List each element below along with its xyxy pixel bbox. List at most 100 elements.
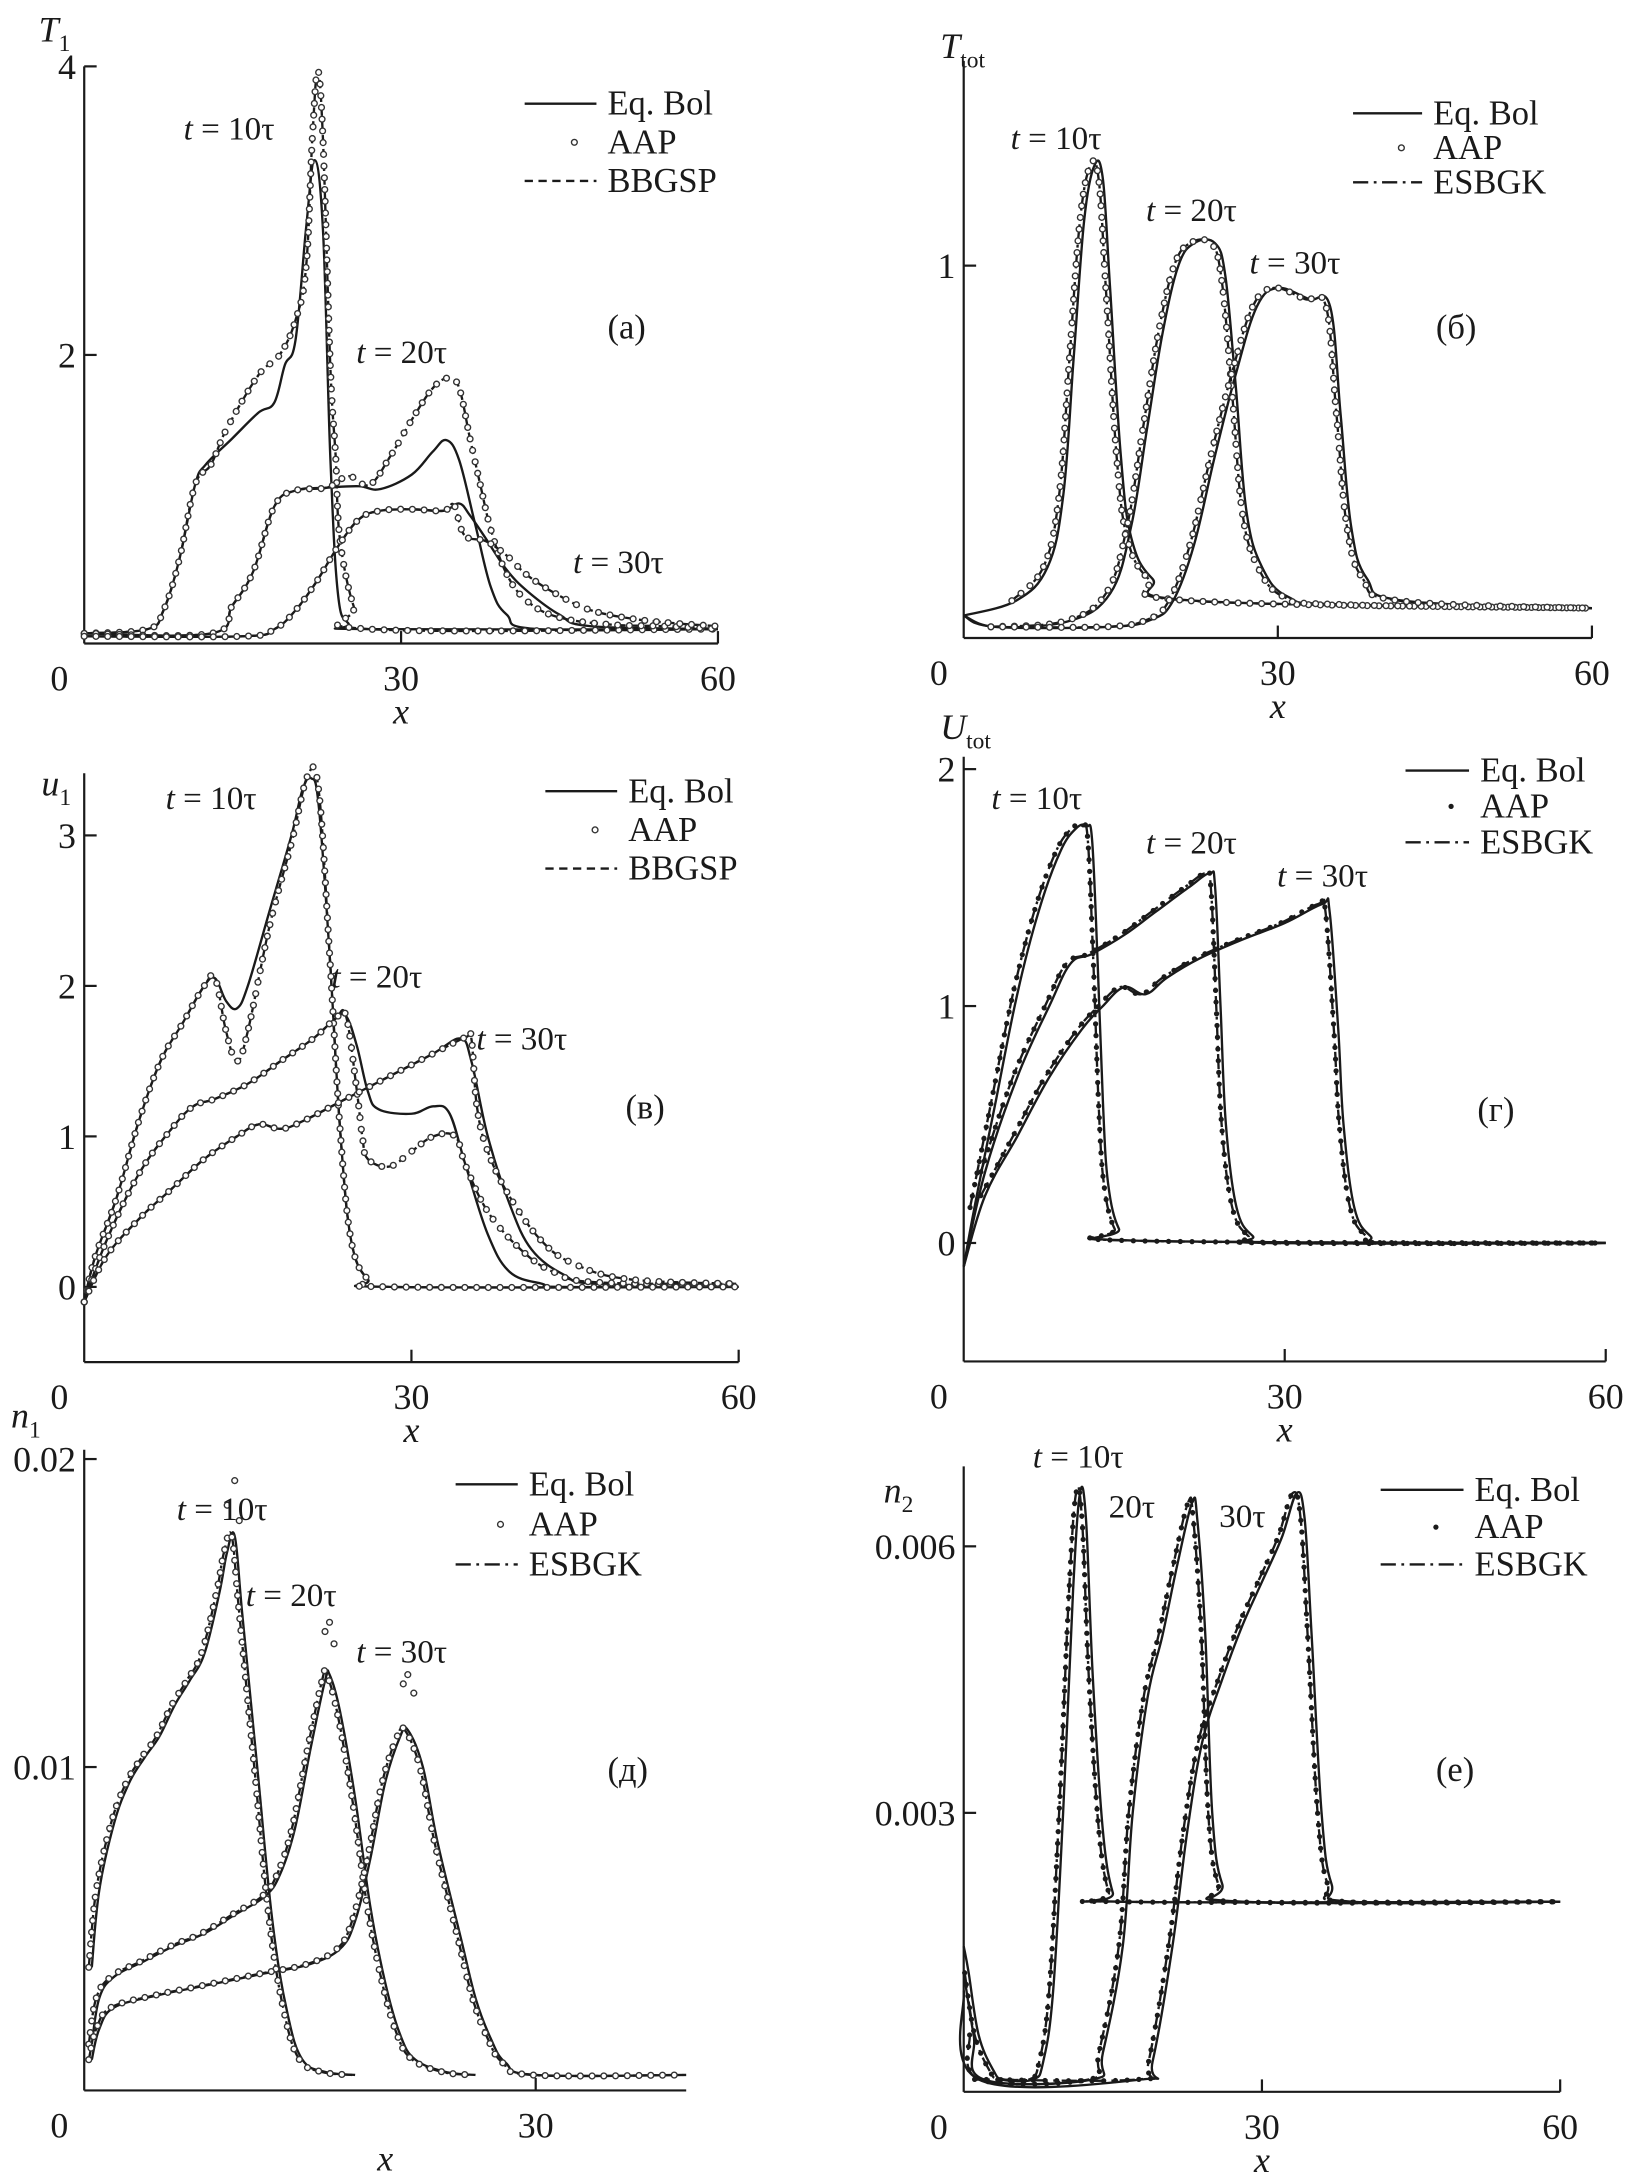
aap-marker [340, 1936, 349, 1944]
aap-marker [182, 523, 190, 532]
y-axis-symbol: u [41, 763, 59, 803]
y-tick-label: 4 [58, 47, 76, 87]
aap-marker [335, 525, 343, 534]
aap-marker [1515, 1899, 1521, 1905]
x-tick-label: 30 [1267, 1376, 1303, 1416]
aap-marker [114, 1968, 122, 1976]
aap-marker [472, 1283, 481, 1292]
aap-marker [332, 455, 340, 463]
aap-marker [1105, 342, 1114, 350]
aap-marker [530, 1257, 538, 1265]
aap-marker [1011, 986, 1017, 992]
aap-marker [1486, 1240, 1493, 1247]
aap-marker [995, 1066, 1001, 1073]
aap-marker [1078, 1501, 1084, 1507]
aap-marker [1058, 1770, 1064, 1776]
aap-marker [322, 232, 330, 241]
aap-marker [303, 773, 311, 781]
aap-marker [443, 505, 451, 513]
aap-marker [1316, 1833, 1323, 1840]
aap-marker [459, 1034, 468, 1042]
aap-marker [1182, 552, 1191, 561]
aap-marker [1345, 538, 1354, 546]
aap-marker [1197, 1899, 1203, 1905]
aap-marker [305, 217, 313, 225]
aap-marker [175, 1689, 183, 1697]
aap-marker [1203, 1767, 1209, 1773]
aap-marker [360, 1868, 368, 1877]
aap-marker [290, 321, 298, 329]
aap-marker [545, 1244, 553, 1252]
aap-marker [1045, 2004, 1051, 2010]
aap-marker [318, 820, 326, 828]
aap-marker [1142, 403, 1150, 411]
aap-marker [635, 2071, 643, 2080]
aap-marker [1230, 417, 1238, 425]
aap-marker [1114, 1953, 1121, 1959]
aap-marker [1204, 461, 1213, 469]
aap-marker [1288, 598, 1296, 606]
aap-marker [1240, 522, 1249, 530]
aap-marker [164, 1042, 172, 1050]
aap-marker [1041, 1005, 1047, 1011]
aap-marker [1213, 1011, 1220, 1017]
aap-marker [990, 1089, 996, 1096]
aap-marker [1160, 900, 1166, 907]
aap-marker [344, 583, 353, 591]
aap-marker [1278, 920, 1284, 926]
aap-marker [1567, 604, 1575, 612]
aap-marker [522, 570, 530, 579]
aap-marker [104, 1232, 113, 1240]
aap-marker [1104, 586, 1112, 594]
aap-marker [1109, 1988, 1115, 1994]
aap-marker [1114, 1899, 1121, 1905]
y-axis-subscript: tot [960, 48, 985, 74]
aap-marker [1451, 1240, 1457, 1247]
aap-marker [1223, 335, 1232, 343]
aap-marker [162, 633, 170, 641]
aap-marker [1219, 1128, 1225, 1134]
aap-marker [345, 623, 353, 632]
time-annotation: 20τ [1109, 1488, 1155, 1525]
aap-marker [469, 446, 477, 454]
aap-marker [297, 795, 305, 804]
aap-marker [80, 632, 88, 640]
aap-marker [1338, 479, 1346, 488]
aap-marker [988, 2071, 995, 2077]
aap-marker [641, 616, 649, 625]
aap-marker [529, 2071, 538, 2079]
aap-marker [152, 1991, 160, 1999]
aap-marker [287, 841, 295, 849]
aap-marker [1255, 566, 1263, 574]
aap-marker [1093, 1044, 1100, 1050]
legend-label: AAP [1480, 787, 1549, 825]
aap-marker [1106, 1999, 1113, 2006]
aap-marker [1313, 1787, 1319, 1793]
aap-marker [1130, 1766, 1137, 1772]
aap-marker [282, 489, 291, 497]
aap-marker [1254, 1580, 1260, 1586]
aap-marker [221, 1545, 229, 1554]
aap-marker [418, 1055, 426, 1064]
aap-marker [229, 1087, 238, 1095]
aap-marker [175, 558, 183, 566]
aap-marker [1056, 1805, 1062, 1811]
aap-marker [497, 1178, 505, 1186]
aap-marker [331, 1043, 339, 1051]
aap-marker [104, 632, 112, 641]
aap-marker [349, 1914, 357, 1922]
aap-marker [386, 1072, 395, 1080]
aap-marker [249, 1755, 258, 1763]
aap-marker [1307, 1681, 1313, 1687]
aap-marker [1310, 1740, 1316, 1746]
aap-marker [86, 1951, 94, 1960]
aap-marker [1234, 1220, 1241, 1226]
aap-marker [1325, 939, 1331, 945]
legend-label: BBGSP [607, 162, 716, 200]
aap-marker [541, 584, 550, 592]
aap-marker [1051, 983, 1057, 990]
y-axis-symbol: n [884, 1470, 902, 1510]
aap-marker [1068, 1547, 1074, 1553]
aap-marker [1416, 1240, 1422, 1247]
aap-marker [672, 1283, 680, 1291]
